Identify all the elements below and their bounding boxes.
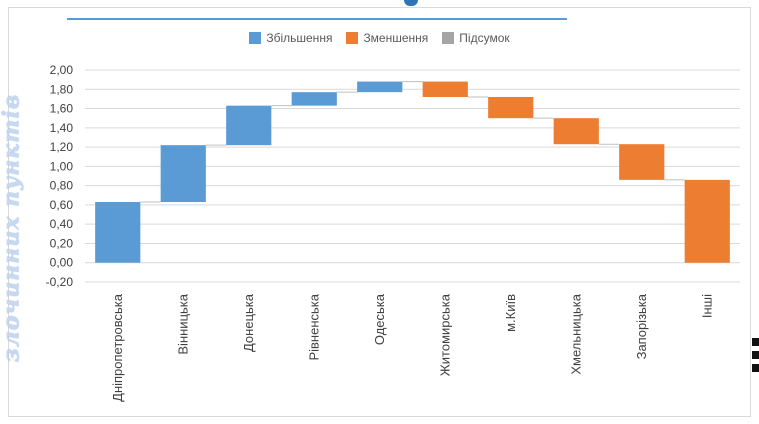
x-category-label: Хмельницька bbox=[568, 293, 583, 374]
y-tick-label: 0,60 bbox=[50, 198, 74, 212]
bar-4 bbox=[291, 92, 337, 106]
legend-swatch-increase bbox=[249, 32, 262, 44]
edge-mark bbox=[752, 338, 759, 346]
title-underline bbox=[67, 18, 567, 20]
x-category-label: Вінницька bbox=[175, 293, 190, 354]
bar-5 bbox=[357, 81, 403, 93]
x-category-label: Запорізька bbox=[634, 293, 649, 359]
x-category-label: Одеська bbox=[372, 293, 387, 345]
title-fragment bbox=[404, 0, 418, 6]
y-tick-label: 0,00 bbox=[50, 256, 74, 270]
bar-8 bbox=[553, 118, 599, 145]
y-tick-label: 0,20 bbox=[50, 236, 74, 250]
legend-label-decrease: Зменшення bbox=[363, 31, 429, 45]
x-category-label: Інші bbox=[699, 294, 714, 318]
y-tick-label: 2,00 bbox=[50, 63, 74, 77]
edge-mark bbox=[752, 351, 759, 359]
bar-6 bbox=[422, 81, 468, 97]
chart-legend: Збільшення Зменшення Підсумок bbox=[0, 31, 759, 45]
y-tick-label: 0,40 bbox=[50, 217, 74, 231]
y-tick-label: 1,60 bbox=[50, 102, 74, 116]
x-category-label: м.Київ bbox=[503, 294, 518, 332]
edge-mark bbox=[752, 364, 759, 372]
legend-item-decrease: Зменшення bbox=[346, 31, 428, 45]
bar-9 bbox=[619, 144, 665, 180]
y-tick-label: 1,80 bbox=[50, 82, 74, 96]
y-tick-label: 1,00 bbox=[50, 159, 74, 173]
x-category-label: Житомирська bbox=[437, 293, 452, 376]
bar-7 bbox=[488, 96, 534, 119]
legend-item-total: Підсумок bbox=[442, 31, 510, 45]
y-tick-label: 1,40 bbox=[50, 121, 74, 135]
bar-3 bbox=[226, 105, 272, 146]
y-tick-label: -0,20 bbox=[46, 275, 74, 289]
legend-label-increase: Збільшення bbox=[266, 31, 333, 45]
legend-swatch-decrease bbox=[346, 32, 359, 44]
x-category-label: Дніпропетровська bbox=[110, 293, 125, 402]
x-category-label: Донецька bbox=[241, 293, 256, 352]
edge-marks bbox=[752, 338, 759, 377]
legend-label-total: Підсумок bbox=[459, 31, 510, 45]
y-tick-label: 1,20 bbox=[50, 140, 74, 154]
y-tick-label: 0,80 bbox=[50, 179, 74, 193]
x-category-label: Рівненська bbox=[306, 293, 321, 360]
legend-item-increase: Збільшення bbox=[249, 31, 332, 45]
bar-1 bbox=[95, 202, 141, 263]
bar-10 bbox=[684, 179, 730, 263]
bar-2 bbox=[160, 145, 206, 203]
legend-swatch-total bbox=[442, 32, 455, 44]
